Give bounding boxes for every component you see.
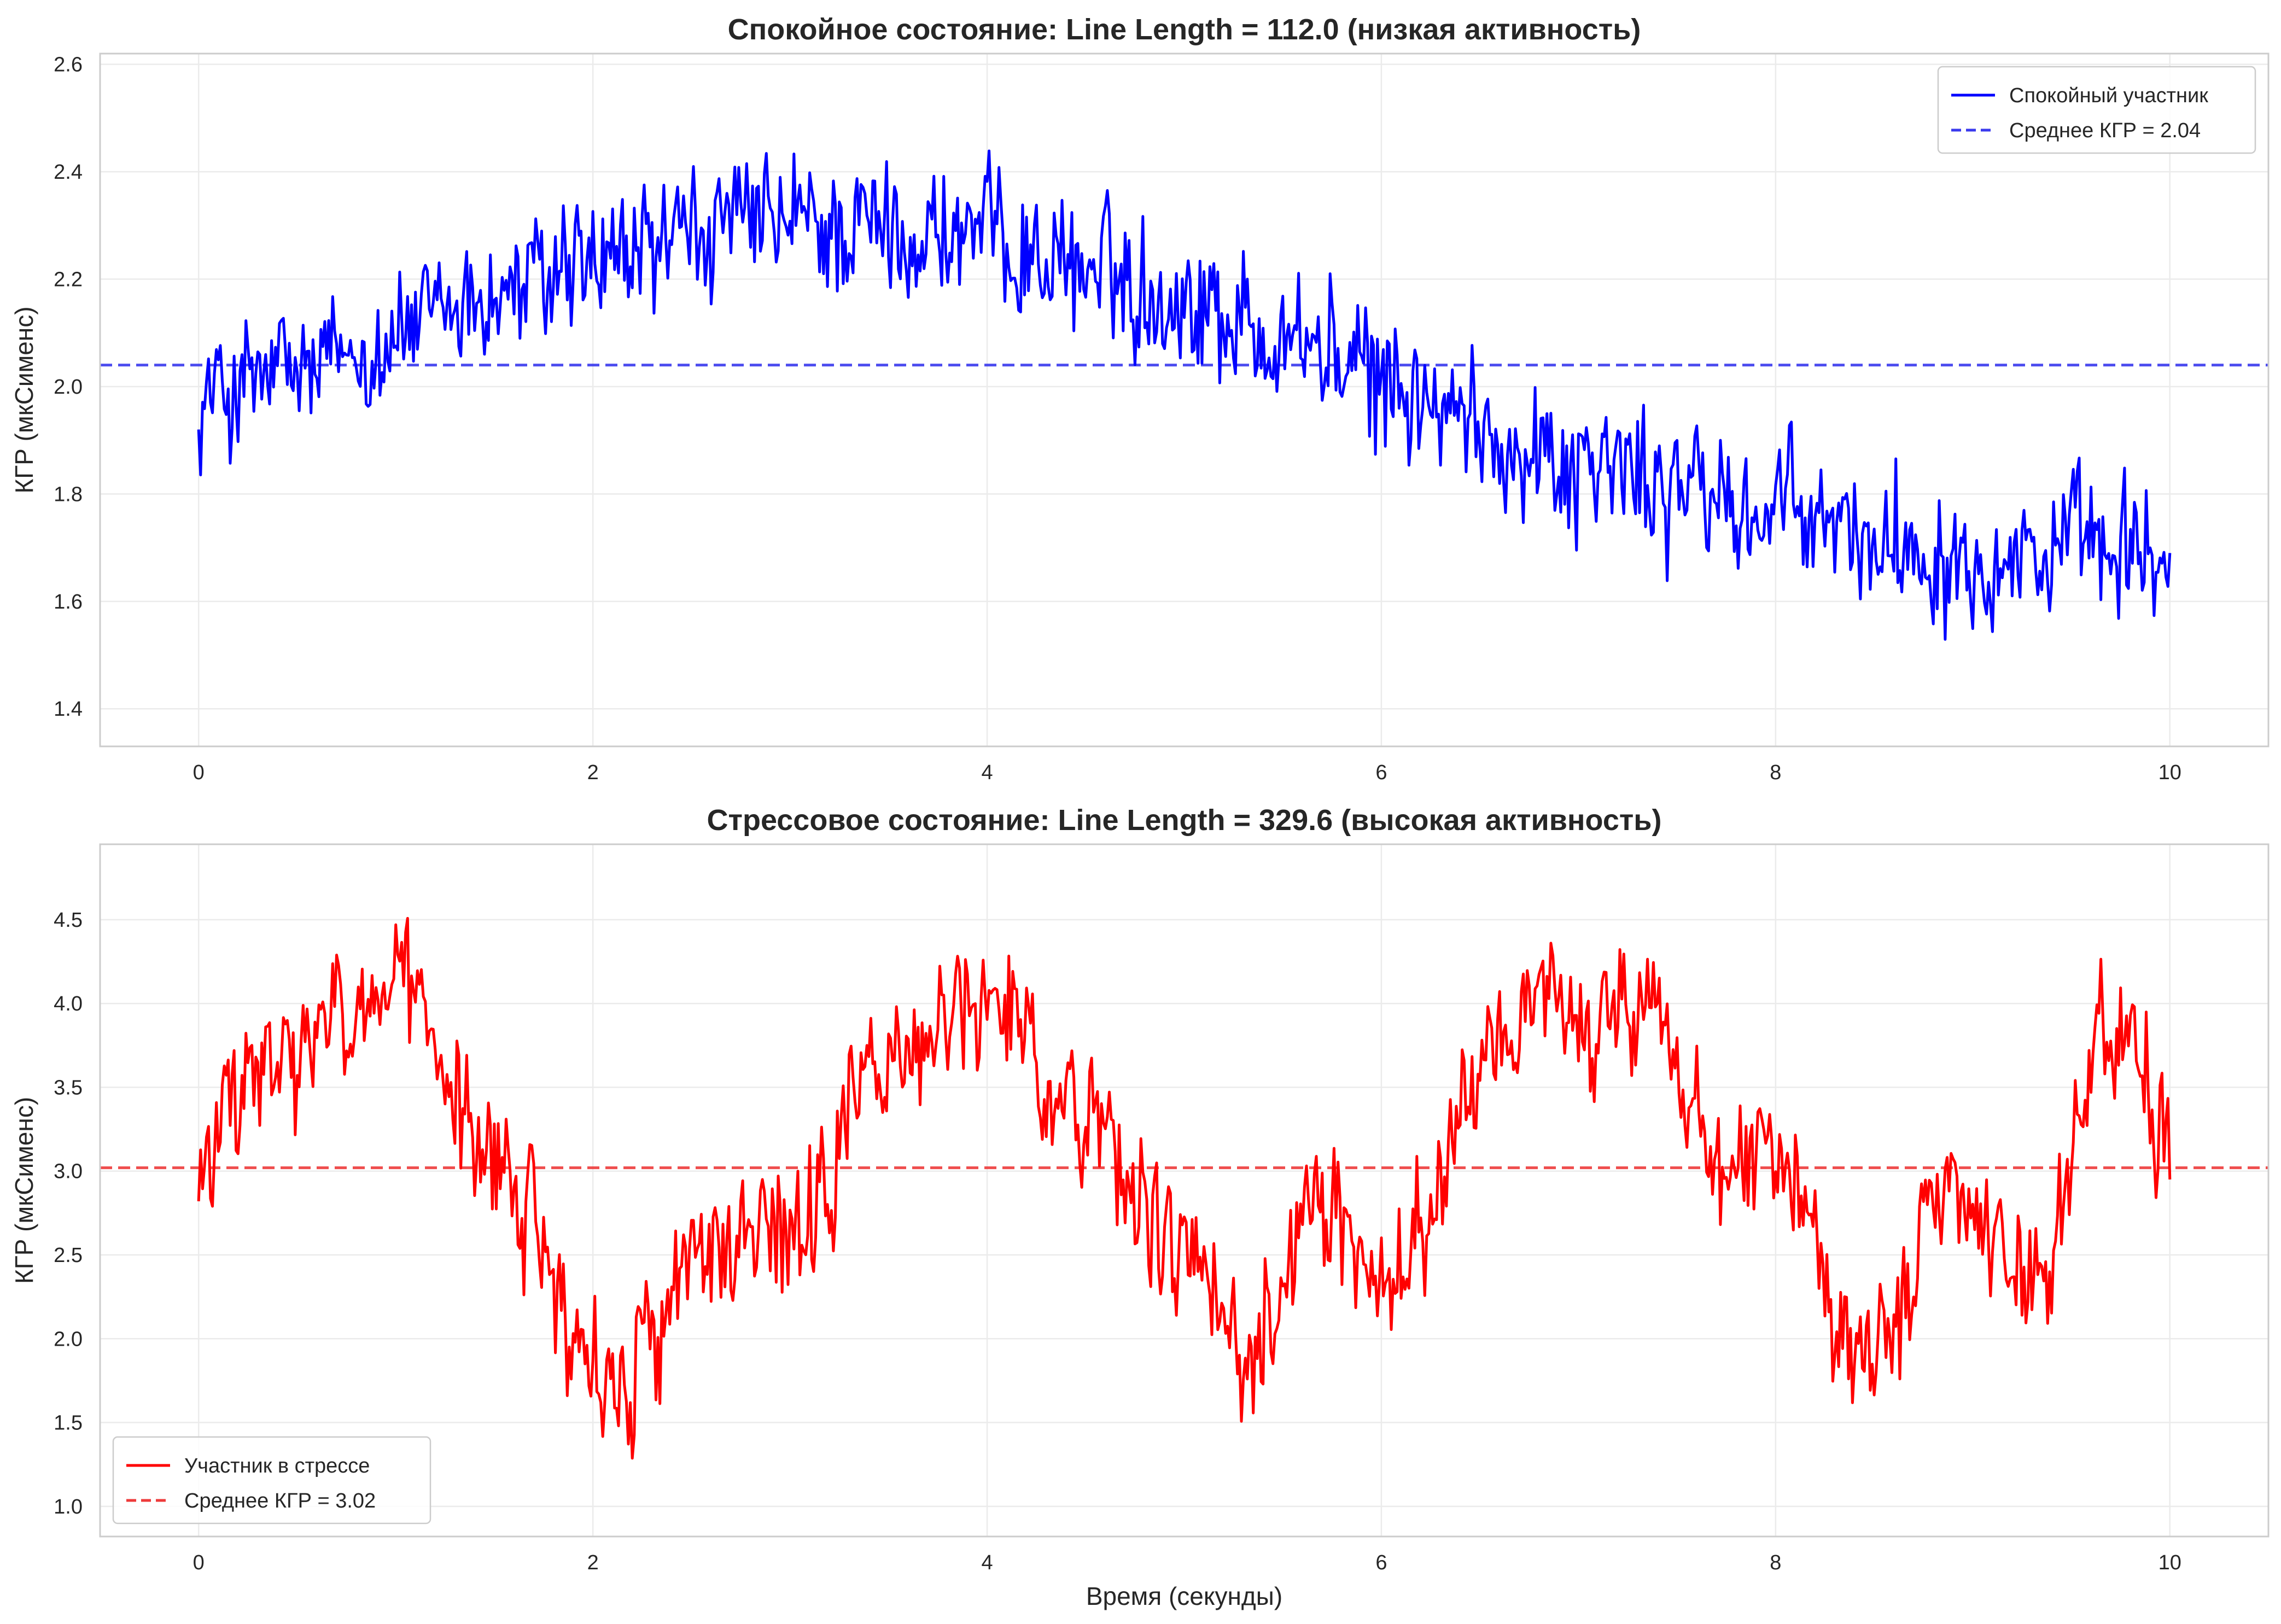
stress-y-tick-label: 3.5 <box>54 1076 83 1099</box>
calm-y-tick-label: 1.6 <box>54 591 83 614</box>
stress-x-tick-label: 6 <box>1375 1551 1387 1574</box>
stress-legend-label-signal: Участник в стрессе <box>184 1454 370 1477</box>
stress-x-tick-label: 4 <box>981 1551 993 1574</box>
stress-y-tick-label: 2.5 <box>54 1244 83 1267</box>
stress-y-tick-label: 1.0 <box>54 1496 83 1518</box>
calm-gridlines <box>100 54 2268 746</box>
stress-x-tick-label: 0 <box>193 1551 205 1574</box>
calm-y-tick-label: 2.0 <box>54 376 83 399</box>
calm-plot-area <box>100 54 2268 746</box>
stress-y-tick-label: 3.0 <box>54 1160 83 1183</box>
stress-y-tick-label: 2.0 <box>54 1328 83 1351</box>
stress-axes-frame <box>99 843 2270 1538</box>
calm-legend: Спокойный участник Среднее КГР = 2.04 <box>1937 66 2256 154</box>
calm-x-tick-label: 8 <box>1770 761 1781 784</box>
calm-y-tick-label: 2.4 <box>54 161 83 184</box>
stress-legend: Участник в стрессе Среднее КГР = 3.02 <box>112 1436 431 1524</box>
calm-x-tick-label: 4 <box>981 761 993 784</box>
stress-legend-label-mean: Среднее КГР = 3.02 <box>184 1489 376 1512</box>
calm-legend-label-signal: Спокойный участник <box>2009 84 2208 107</box>
calm-x-tick-label: 6 <box>1375 761 1387 784</box>
calm-chart-title: Спокойное состояние: Line Length = 112.0… <box>728 13 1641 46</box>
stress-chart: 0 2 4 6 8 10 1.0 1.5 2.0 2.5 3.0 3.5 4.0 4.5 Стрессов… <box>10 804 2270 1610</box>
calm-x-tick-label: 2 <box>587 761 599 784</box>
stress-y-tick-label: 1.5 <box>54 1412 83 1435</box>
stress-y-axis-label: КГР (мкСименс) <box>10 1097 38 1284</box>
stress-legend-box <box>112 1436 431 1524</box>
stress-tick-labels: 0 2 4 6 8 10 1.0 1.5 2.0 2.5 3.0 3.5 4.0 4.5 <box>54 909 2181 1574</box>
stress-signal-line <box>197 917 2172 1460</box>
calm-legend-box <box>1937 66 2256 154</box>
calm-legend-label-mean: Среднее КГР = 2.04 <box>2009 119 2201 142</box>
calm-signal-line <box>197 149 2172 641</box>
calm-x-tick-label: 0 <box>193 761 205 784</box>
calm-chart: 0 2 4 6 8 10 1.4 1.6 1.8 2.0 2.2 2.4 2.6 Спокойное с… <box>10 13 2270 784</box>
stress-x-axis-label: Время (секунды) <box>1086 1582 1282 1610</box>
calm-y-tick-label: 2.6 <box>54 54 83 77</box>
stress-plot-area <box>100 844 2268 1537</box>
stress-series <box>100 917 2268 1460</box>
calm-y-tick-label: 1.8 <box>54 483 83 506</box>
stress-chart-title: Стрессовое состояние: Line Length = 329.… <box>707 804 1662 837</box>
calm-series <box>100 149 2268 641</box>
stress-y-tick-label: 4.5 <box>54 909 83 932</box>
stress-gridlines <box>100 844 2268 1537</box>
stress-x-tick-label: 8 <box>1770 1551 1781 1574</box>
stress-x-tick-label: 10 <box>2159 1551 2181 1574</box>
calm-axes-frame <box>99 52 2270 747</box>
calm-y-axis-label: КГР (мкСименс) <box>10 306 38 493</box>
calm-y-tick-label: 1.4 <box>54 698 83 721</box>
stress-y-tick-label: 4.0 <box>54 992 83 1015</box>
calm-x-tick-label: 10 <box>2159 761 2181 784</box>
calm-tick-labels: 0 2 4 6 8 10 1.4 1.6 1.8 2.0 2.2 2.4 2.6 <box>54 54 2181 784</box>
calm-y-tick-label: 2.2 <box>54 268 83 291</box>
stress-x-tick-label: 2 <box>587 1551 599 1574</box>
